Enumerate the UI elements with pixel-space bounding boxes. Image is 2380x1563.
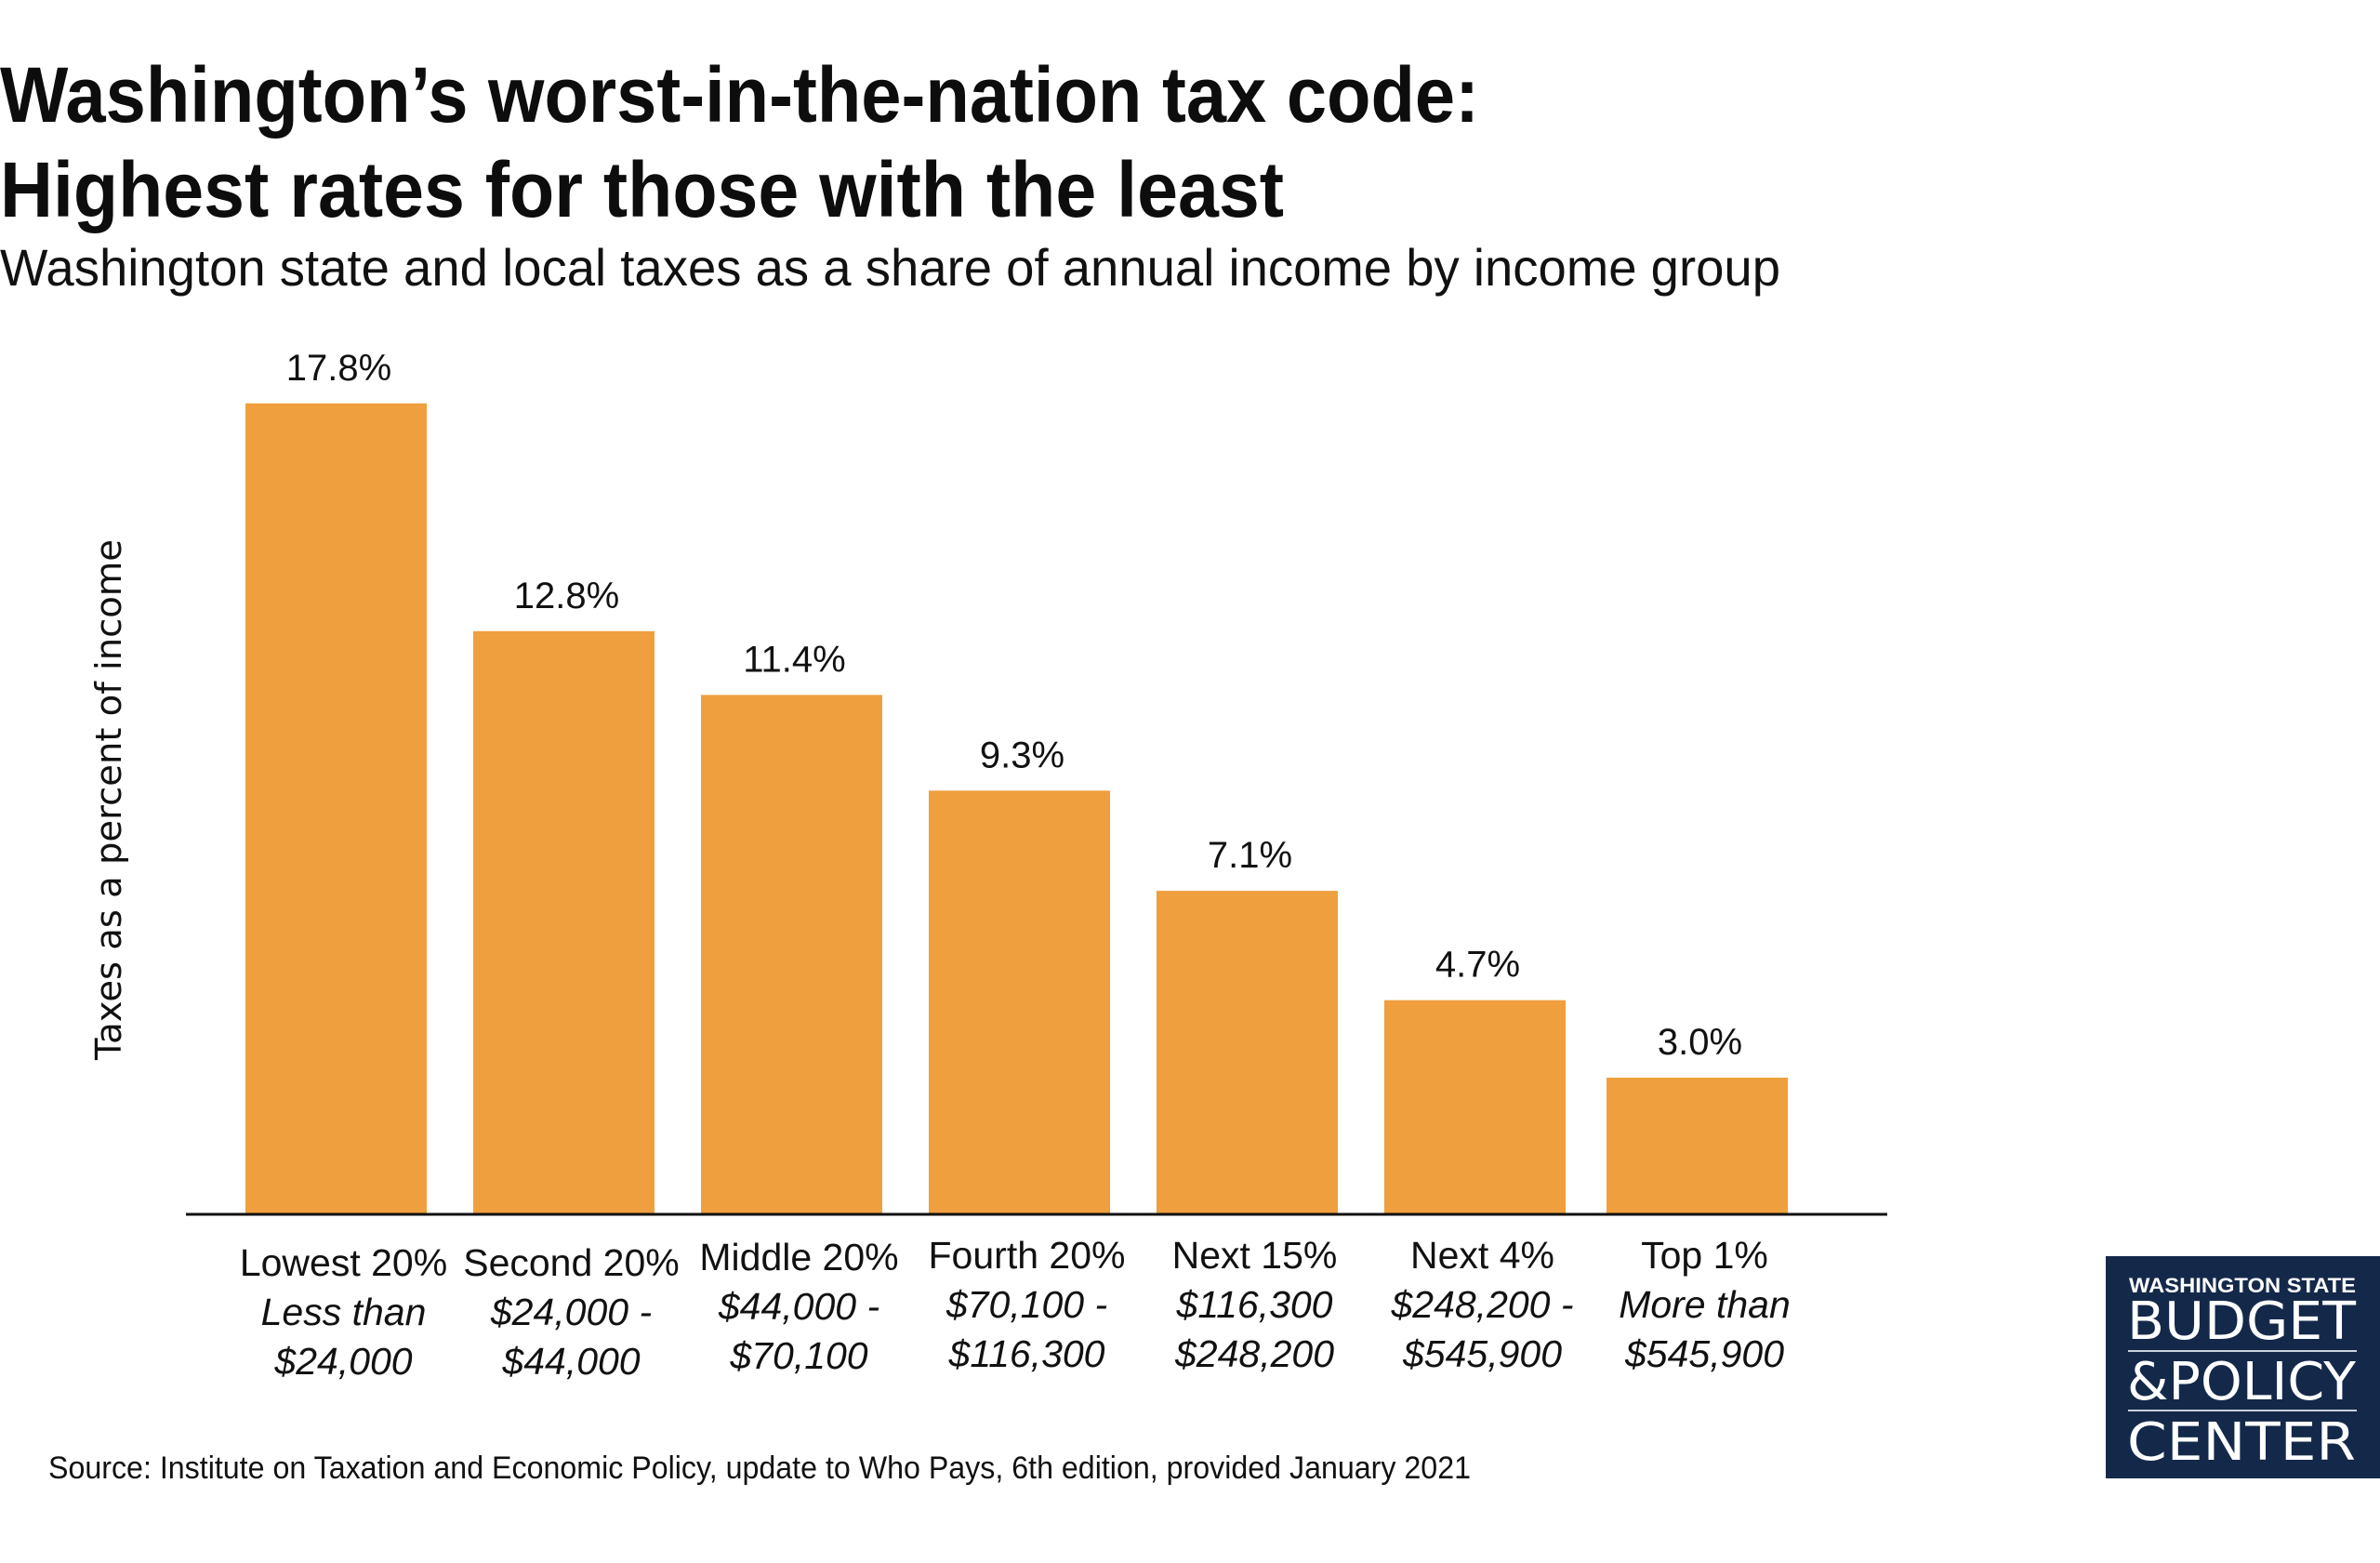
category-label-4: Fourth 20% (929, 1234, 1126, 1277)
logo-line-budget: BUDGET (2127, 1291, 2357, 1352)
category-label-6: Next 4% (1410, 1234, 1554, 1277)
category-range-7-line-2: $545,900 (1624, 1332, 1784, 1375)
logo-line-washington-state: WASHINGTON STATE (2129, 1274, 2356, 1297)
title-line-1: Washington’s worst-in-the-nation tax cod… (0, 51, 1479, 139)
bar-1 (245, 403, 427, 1214)
category-range-4-line-2: $116,300 (948, 1332, 1105, 1375)
category-range-2-line-1: $24,000 - (490, 1291, 652, 1333)
source-note: Source: Institute on Taxation and Econom… (48, 1450, 1471, 1486)
y-axis-label: Taxes as a percent of income (88, 539, 129, 1061)
bar-5 (1157, 891, 1338, 1214)
value-label-3: 11.4% (743, 639, 845, 680)
bar-7 (1606, 1078, 1788, 1214)
category-range-1-line-2: $24,000 (273, 1340, 412, 1383)
category-range-6-line-2: $545,900 (1402, 1332, 1562, 1375)
value-label-7: 3.0% (1658, 1022, 1742, 1063)
chart-subtitle: Washington state and local taxes as a sh… (0, 238, 1780, 297)
category-range-1-line-1: Less than (261, 1291, 427, 1333)
category-label-1: Lowest 20% (240, 1241, 447, 1284)
bar-2 (473, 630, 654, 1214)
chart-title: Washington’s worst-in-the-nation tax cod… (0, 51, 1479, 233)
value-label-6: 4.7% (1435, 945, 1520, 986)
value-label-4: 9.3% (980, 735, 1064, 775)
category-label-5: Next 15% (1172, 1234, 1338, 1277)
title-line-2: Highest rates for those with the least (0, 146, 1284, 233)
category-range-5-line-1: $116,300 (1176, 1283, 1333, 1326)
category-range-4-line-1: $70,100 - (945, 1283, 1107, 1326)
value-label-5: 7.1% (1208, 835, 1292, 876)
logo-line-policy: &POLICY (2127, 1352, 2357, 1412)
logo-background (2106, 1256, 2380, 1478)
bar-4 (929, 790, 1110, 1214)
value-label-2: 12.8% (514, 576, 619, 616)
category-range-2-line-2: $44,000 (501, 1340, 640, 1383)
category-range-3-line-2: $70,100 (729, 1334, 867, 1377)
x-axis-tick-labels: Lowest 20% Less than $24,000 Second 20% $24,… (240, 1234, 1791, 1383)
budget-policy-center-logo: WASHINGTON STATE BUDGET &POLICY CENTER (2106, 1256, 2380, 1478)
bar-3 (701, 695, 882, 1214)
bar-6 (1384, 1000, 1566, 1214)
category-range-6-line-1: $248,200 - (1390, 1283, 1573, 1326)
category-label-2: Second 20% (463, 1241, 680, 1284)
value-labels: 17.8% 12.8% 11.4% 9.3% 7.1% 4.7% 3.0% (286, 348, 1742, 1063)
category-range-5-line-2: $248,200 (1174, 1332, 1334, 1375)
logo-line-center: CENTER (2127, 1412, 2356, 1473)
category-range-7-line-1: More than (1619, 1283, 1791, 1326)
bar-series (245, 403, 1788, 1214)
category-range-3-line-1: $44,000 - (718, 1285, 879, 1328)
value-label-1: 17.8% (286, 348, 391, 389)
category-label-7: Top 1% (1641, 1234, 1768, 1277)
category-label-3: Middle 20% (699, 1236, 898, 1278)
